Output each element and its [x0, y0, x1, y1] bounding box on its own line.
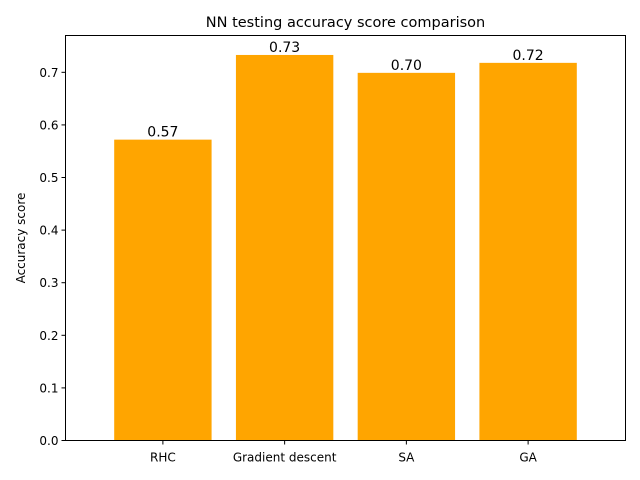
plot-frame — [65, 35, 626, 441]
bar-value-label: 0.73 — [269, 40, 300, 56]
y-tick-label: 0.6 — [39, 118, 58, 132]
y-tick-label: 0.7 — [39, 66, 58, 80]
bar-value-label: 0.72 — [513, 48, 544, 64]
bar-value-label: 0.57 — [147, 125, 178, 141]
y-tick-label: 0.2 — [39, 329, 58, 343]
y-tick-label: 0.0 — [39, 434, 58, 448]
x-tick-label: GA — [519, 451, 537, 465]
y-tick-label: 0.3 — [39, 276, 58, 290]
bar-sa — [357, 72, 456, 441]
y-axis-label: Accuracy score — [14, 193, 28, 284]
x-tick-label: SA — [398, 451, 415, 465]
x-tick-label: Gradient descent — [233, 451, 337, 465]
x-tick-label: RHC — [150, 451, 176, 465]
bar-rhc — [114, 139, 212, 441]
y-tick-label: 0.1 — [39, 381, 58, 395]
bar-gradient-descent — [235, 54, 334, 441]
y-tick-label: 0.4 — [39, 224, 58, 238]
bar-ga — [479, 62, 577, 441]
bar-value-label: 0.70 — [391, 58, 422, 74]
y-tick-label: 0.5 — [39, 171, 58, 185]
chart-title: NN testing accuracy score comparison — [206, 15, 485, 31]
